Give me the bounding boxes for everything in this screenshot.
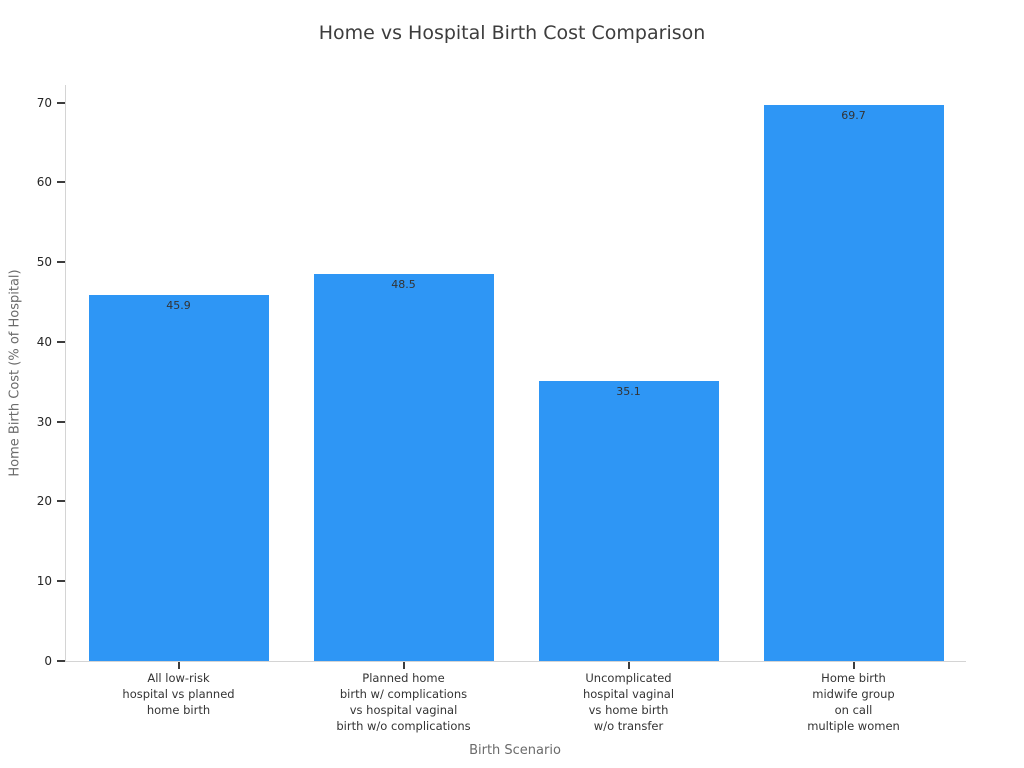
x-tick-mark (852, 662, 855, 669)
bar: 69.7 (763, 104, 944, 661)
y-tick-label: 50 (36, 255, 52, 270)
bar: 45.9 (88, 294, 269, 661)
y-tick-mark (57, 101, 65, 104)
category-label: Planned home birth w/ complications vs h… (336, 671, 471, 733)
y-tick-mark (57, 500, 65, 503)
y-tick-label: 20 (36, 494, 52, 509)
y-tick-label: 60 (36, 175, 52, 190)
category-label: All low-risk hospital vs planned home bi… (122, 671, 235, 717)
x-tick-mark (402, 662, 405, 669)
bar-value-label: 69.7 (841, 108, 866, 122)
chart-title: Home vs Hospital Birth Cost Comparison (318, 22, 706, 44)
y-tick-label: 70 (36, 95, 52, 110)
y-tick-label: 10 (36, 574, 52, 589)
x-tick-mark (627, 662, 630, 669)
y-tick-mark (57, 181, 65, 184)
category-label: Home birth midwife group on call multipl… (807, 671, 900, 733)
bar: 48.5 (313, 274, 494, 661)
bar-value-label: 35.1 (616, 384, 641, 398)
y-tick-mark (57, 580, 65, 583)
y-tick-label: 40 (36, 334, 52, 349)
y-axis-title: Home Birth Cost (% of Hospital) (7, 269, 23, 477)
y-tick-mark (57, 340, 65, 343)
bar: 35.1 (538, 380, 719, 661)
y-tick-mark (57, 660, 65, 662)
x-tick-mark (177, 662, 180, 669)
bar-value-label: 45.9 (166, 298, 191, 312)
plot-area: 0 10 20 30 40 50 60 70 45.9 All low-risk hospital… (37, 85, 966, 733)
y-tick-mark (57, 261, 65, 264)
y-tick-mark (57, 420, 65, 423)
bar-value-label: 48.5 (391, 278, 416, 292)
x-axis-title: Birth Scenario (469, 743, 561, 758)
y-tick-label: 30 (36, 414, 52, 429)
y-tick-label: 0 (44, 654, 52, 668)
category-label: Uncomplicated hospital vaginal vs home b… (582, 671, 675, 733)
